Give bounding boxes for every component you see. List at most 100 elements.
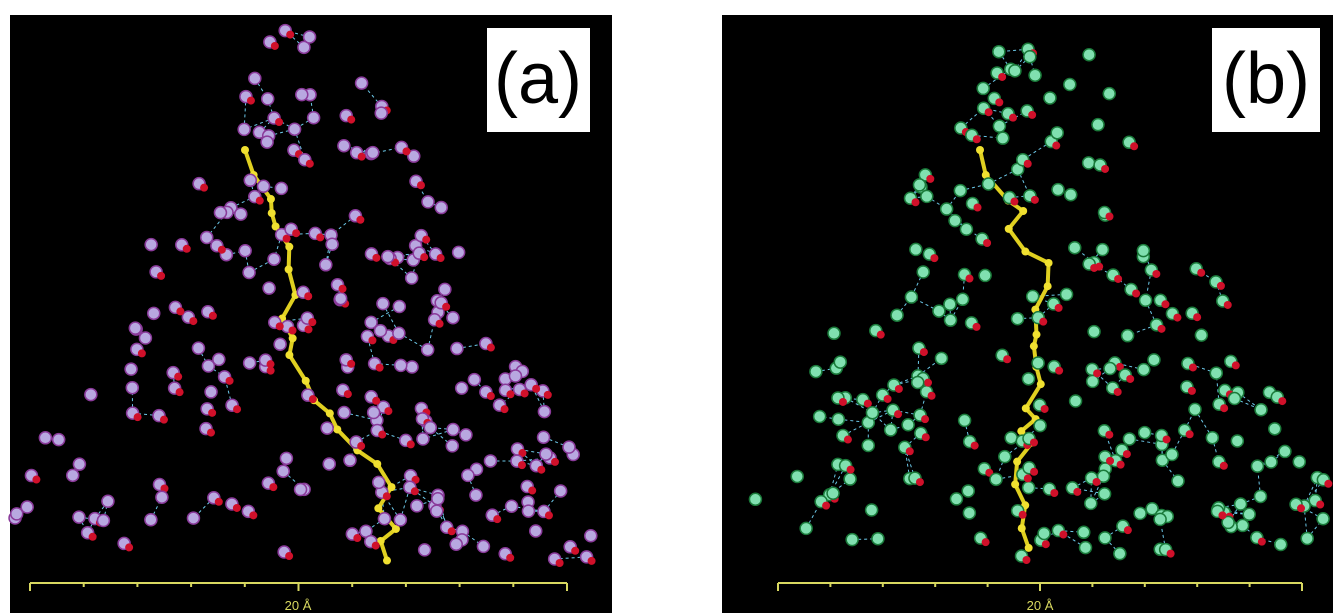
oxygen-atom [971, 442, 979, 450]
water-atom [941, 203, 953, 215]
oxygen-atom [1010, 198, 1018, 206]
water-atom [1051, 127, 1063, 139]
water-atom [295, 483, 307, 495]
solute-atom [1011, 480, 1019, 488]
oxygen-atom [407, 440, 415, 448]
oxygen-atom [32, 476, 40, 484]
oxygen-atom [1188, 387, 1196, 395]
water-atom [439, 283, 451, 295]
water-atom [1254, 490, 1266, 502]
oxygen-atom [1052, 142, 1060, 150]
water-atom [258, 180, 270, 192]
oxygen-atom [518, 461, 526, 469]
oxygen-atom [305, 325, 313, 333]
scale-label: 20 Å [1027, 598, 1054, 613]
water-atom [749, 493, 761, 505]
water-atom [450, 538, 462, 550]
water-atom [1070, 395, 1082, 407]
water-atom [139, 332, 151, 344]
water-atom [460, 429, 472, 441]
oxygen-atom [1224, 301, 1232, 309]
water-atom [1005, 432, 1017, 444]
water-atom [274, 338, 286, 350]
water-atom [1237, 519, 1249, 531]
oxygen-atom [1055, 304, 1063, 312]
water-atom [999, 451, 1011, 463]
oxygen-atom [1130, 142, 1138, 150]
oxygen-atom [403, 147, 411, 155]
oxygen-atom [372, 542, 380, 550]
water-atom [993, 46, 1005, 58]
oxygen-atom [1073, 488, 1081, 496]
solute-atom [1018, 524, 1026, 532]
water-atom [538, 431, 550, 443]
oxygen-atom [906, 447, 914, 455]
oxygen-atom [1258, 538, 1266, 546]
water-atom [1189, 403, 1201, 415]
water-atom [905, 291, 917, 303]
solute-atom [268, 209, 276, 217]
oxygen-atom [339, 285, 347, 293]
scale-label: 20 Å [285, 598, 312, 613]
solute-atom [1037, 380, 1045, 388]
oxygen-atom [256, 197, 264, 205]
oxygen-atom [1173, 314, 1181, 322]
solute-atom [1045, 259, 1053, 267]
oxygen-atom [208, 409, 216, 417]
water-atom [417, 433, 429, 445]
water-atom [1064, 78, 1076, 90]
water-atom [377, 298, 389, 310]
oxygen-atom [912, 198, 920, 206]
oxygen-atom [368, 336, 376, 344]
water-atom [406, 361, 418, 373]
water-atom [21, 501, 33, 513]
oxygen-atom [1050, 489, 1058, 497]
oxygen-atom [884, 395, 892, 403]
water-atom [202, 360, 214, 372]
solute-atom [267, 195, 275, 203]
water-atom [1251, 460, 1263, 472]
water-atom [431, 505, 443, 517]
water-atom [102, 495, 114, 507]
solute-atom [333, 425, 341, 433]
water-atom [1023, 482, 1035, 494]
oxygen-atom [1105, 212, 1113, 220]
water-atom [866, 504, 878, 516]
oxygen-atom [1316, 501, 1324, 509]
figure: (a) 20 Å (b) 20 Å [0, 0, 1333, 613]
oxygen-atom [176, 388, 184, 396]
water-atom [378, 513, 390, 525]
panel-label: (b) [1222, 39, 1310, 119]
panel-label: (a) [494, 39, 582, 119]
oxygen-atom [134, 413, 142, 421]
water-atom [1148, 354, 1160, 366]
water-atom [451, 343, 463, 355]
oxygen-atom [1161, 300, 1169, 308]
oxygen-atom [1090, 264, 1098, 272]
water-atom [419, 544, 431, 556]
water-atom [406, 272, 418, 284]
water-atom [320, 259, 332, 271]
oxygen-atom [209, 312, 217, 320]
oxygen-atom [965, 275, 973, 283]
solute-atom [1044, 282, 1052, 290]
water-atom [368, 406, 380, 418]
water-atom [422, 196, 434, 208]
water-atom [585, 530, 597, 542]
water-atom [1032, 357, 1044, 369]
water-atom [960, 223, 972, 235]
oxygen-atom [1114, 275, 1122, 283]
oxygen-atom [442, 303, 450, 311]
water-atom [447, 424, 459, 436]
oxygen-atom [847, 466, 855, 474]
oxygen-atom [924, 379, 932, 387]
water-atom [145, 514, 157, 526]
oxygen-atom [1019, 511, 1027, 519]
oxygen-atom [844, 436, 852, 444]
oxygen-atom [521, 389, 529, 397]
oxygen-atom [983, 239, 991, 247]
oxygen-atom [1009, 114, 1017, 122]
water-atom [422, 344, 434, 356]
oxygen-atom [1217, 282, 1225, 290]
solute-atom [1019, 207, 1027, 215]
